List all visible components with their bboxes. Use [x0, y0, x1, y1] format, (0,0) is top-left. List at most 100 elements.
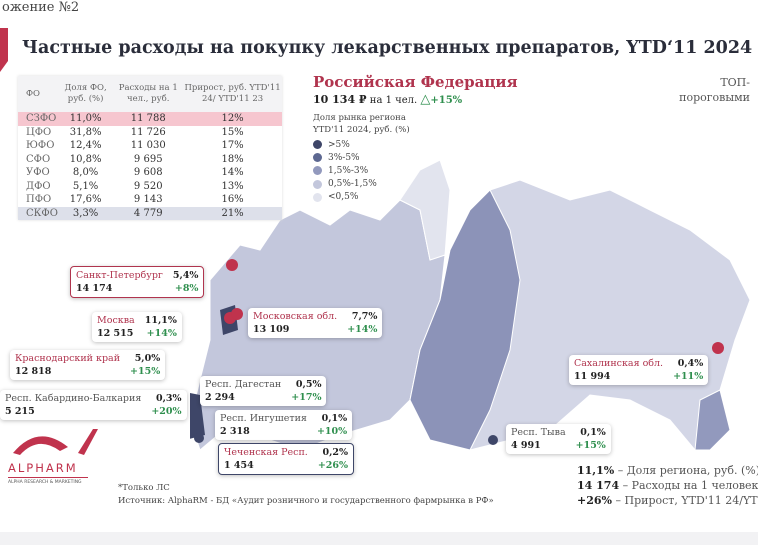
region-card: Респ. Дагестан 0,5% 2 294 +17%	[200, 376, 327, 406]
region-share: 0,4%	[677, 358, 704, 369]
map-region-krasnoyarsk	[409, 189, 521, 451]
legend-item: >5%	[313, 138, 377, 151]
region-share: 0,5%	[295, 379, 322, 390]
legend-dot-icon	[313, 192, 322, 202]
footnote: *Только ЛС	[118, 483, 170, 493]
table-cell: ЮФО	[26, 140, 55, 152]
region-spend: 2 294	[205, 392, 235, 403]
region-name: Респ. Ингушетия	[220, 413, 307, 424]
rf-growth: +15%	[430, 95, 463, 106]
table-cell: 12,4%	[69, 140, 102, 152]
table-cell: 15%	[221, 126, 244, 138]
key-text: – Доля региона, руб. (%)	[614, 464, 758, 477]
region-card: Респ. Ингушетия 0,1% 2 318 +10%	[215, 410, 353, 440]
table-cell: 16%	[221, 194, 244, 206]
key-line: 14 174 – Расходы на 1 человека, р	[577, 478, 758, 493]
key-value: 14 174	[577, 479, 620, 492]
region-spend: 5 215	[5, 406, 35, 417]
rf-heading: Российская Федерация	[313, 73, 518, 91]
legend-label: 3%-5%	[328, 152, 360, 163]
table-row: УФО 8,0% 9 608 14%	[18, 166, 282, 180]
legend-title-line1: Доля рынка региона	[313, 113, 406, 123]
pin-icon-tyva	[488, 435, 498, 445]
table-cell: 14%	[221, 167, 244, 179]
rf-value: 10 134 ₽	[313, 93, 367, 106]
region-growth: +10%	[316, 426, 348, 437]
table-row: ПФО 17,6% 9 143 16%	[18, 193, 282, 207]
legend-title: Доля рынка региона YTD'11 2024, руб. (%)	[313, 112, 410, 136]
map-region-yamal	[399, 159, 451, 261]
region-name: Респ. Тыва	[511, 427, 566, 438]
pin-icon-ingushetia	[190, 427, 197, 437]
region-share: 5,4%	[172, 270, 199, 281]
region-card: Москва 11,1% 12 515 +14%	[92, 312, 182, 342]
table-cell: 5,1%	[72, 180, 99, 192]
region-name: Краснодарский край	[15, 353, 121, 364]
region-name: Санкт-Петербург	[76, 270, 163, 281]
region-growth: +14%	[146, 328, 177, 339]
triangle-up-icon: △	[420, 92, 431, 107]
key-text: – Прирост, YTD'11 24/YTD'	[611, 494, 758, 507]
legend-item: 3%-5%	[313, 151, 377, 164]
col-header-spend: Расходы на 1 чел., руб.	[113, 76, 184, 112]
legend-title-line2: YTD'11 2024, руб. (%)	[313, 125, 410, 135]
region-spend: 13 109	[253, 324, 290, 335]
legend-item: <0,5%	[313, 191, 377, 204]
table-row: ДФО 5,1% 9 520 13%	[18, 180, 282, 194]
region-spend: 11 994	[574, 371, 611, 382]
table-row: ЮФО 12,4% 11 030 17%	[18, 139, 282, 153]
map-region-caucasus	[190, 393, 205, 439]
alpharm-logo: ALPHARM ALPHA RESEARCH & MARKETING	[8, 425, 108, 485]
key-explanation: 11,1% – Доля региона, руб. (%) 14 174 – Р…	[577, 463, 758, 508]
region-card: Санкт-Петербург 5,4% 14 174 +8%	[70, 266, 205, 298]
region-share: 0,2%	[322, 447, 349, 458]
table-cell: СФО	[26, 153, 51, 165]
table-cell: СКФО	[18, 206, 58, 220]
appendix-label: ожение №2	[2, 0, 80, 15]
table-cell: 17%	[221, 140, 244, 152]
table-cell: 13%	[221, 180, 244, 192]
table-cell: 9 695	[133, 153, 163, 165]
table-cell: 9 520	[133, 180, 163, 192]
key-text: – Расходы на 1 человека, р	[622, 479, 758, 492]
legend-dot-icon	[313, 179, 322, 189]
key-value: +26%	[577, 494, 612, 507]
table-row: СФО 10,8% 9 695 18%	[18, 153, 282, 167]
rf-summary: 10 134 ₽ на 1 чел. △+15%	[313, 92, 462, 107]
table-row: СЗФО 11,0% 11 788 12%	[18, 112, 282, 126]
legend-label: 1,5%-3%	[328, 165, 369, 176]
region-spend: 14 174	[76, 283, 113, 294]
table-row: ЦФО 31,8% 11 726 15%	[18, 126, 282, 140]
table-cell: УФО	[26, 167, 50, 179]
table-cell: 3,3%	[57, 206, 114, 220]
map-region-primorye	[694, 389, 731, 451]
table-cell: 31,8%	[69, 126, 102, 138]
region-growth: +15%	[130, 366, 161, 377]
region-card: Московская обл. 7,7% 13 109 +14%	[248, 308, 383, 338]
region-growth: +20%	[151, 406, 182, 417]
region-share: 0,1%	[321, 413, 348, 424]
region-growth: +11%	[673, 371, 704, 382]
table-cell: ДФО	[26, 180, 51, 192]
table-cell: 11,0%	[57, 112, 114, 126]
pin-icon-moscow-oblast	[231, 308, 243, 320]
legend-item: 0,5%-1,5%	[313, 178, 377, 191]
table-cell: 8,0%	[72, 167, 99, 179]
region-name: Респ. Кабардино-Балкария	[5, 393, 142, 404]
region-share: 0,1%	[580, 427, 606, 438]
table-cell: 9 143	[133, 194, 163, 206]
region-growth: +15%	[575, 440, 606, 451]
top-right-text: ТОП- пороговыми	[679, 75, 750, 105]
table-row: СКФО 3,3% 4 779 21%	[18, 206, 282, 220]
region-spend: 12 818	[15, 366, 52, 377]
legend-label: >5%	[328, 139, 350, 150]
table-cell: 11 788	[113, 112, 184, 126]
region-card: Краснодарский край 5,0% 12 818 +15%	[10, 350, 166, 380]
table-cell: 21%	[183, 206, 282, 220]
region-growth: +17%	[291, 392, 322, 403]
region-share: 7,7%	[351, 311, 378, 322]
legend-label: 0,5%-1,5%	[328, 179, 377, 190]
region-growth: +8%	[174, 283, 199, 294]
table-cell: 4 779	[113, 206, 184, 220]
legend-dot-icon	[313, 140, 322, 150]
